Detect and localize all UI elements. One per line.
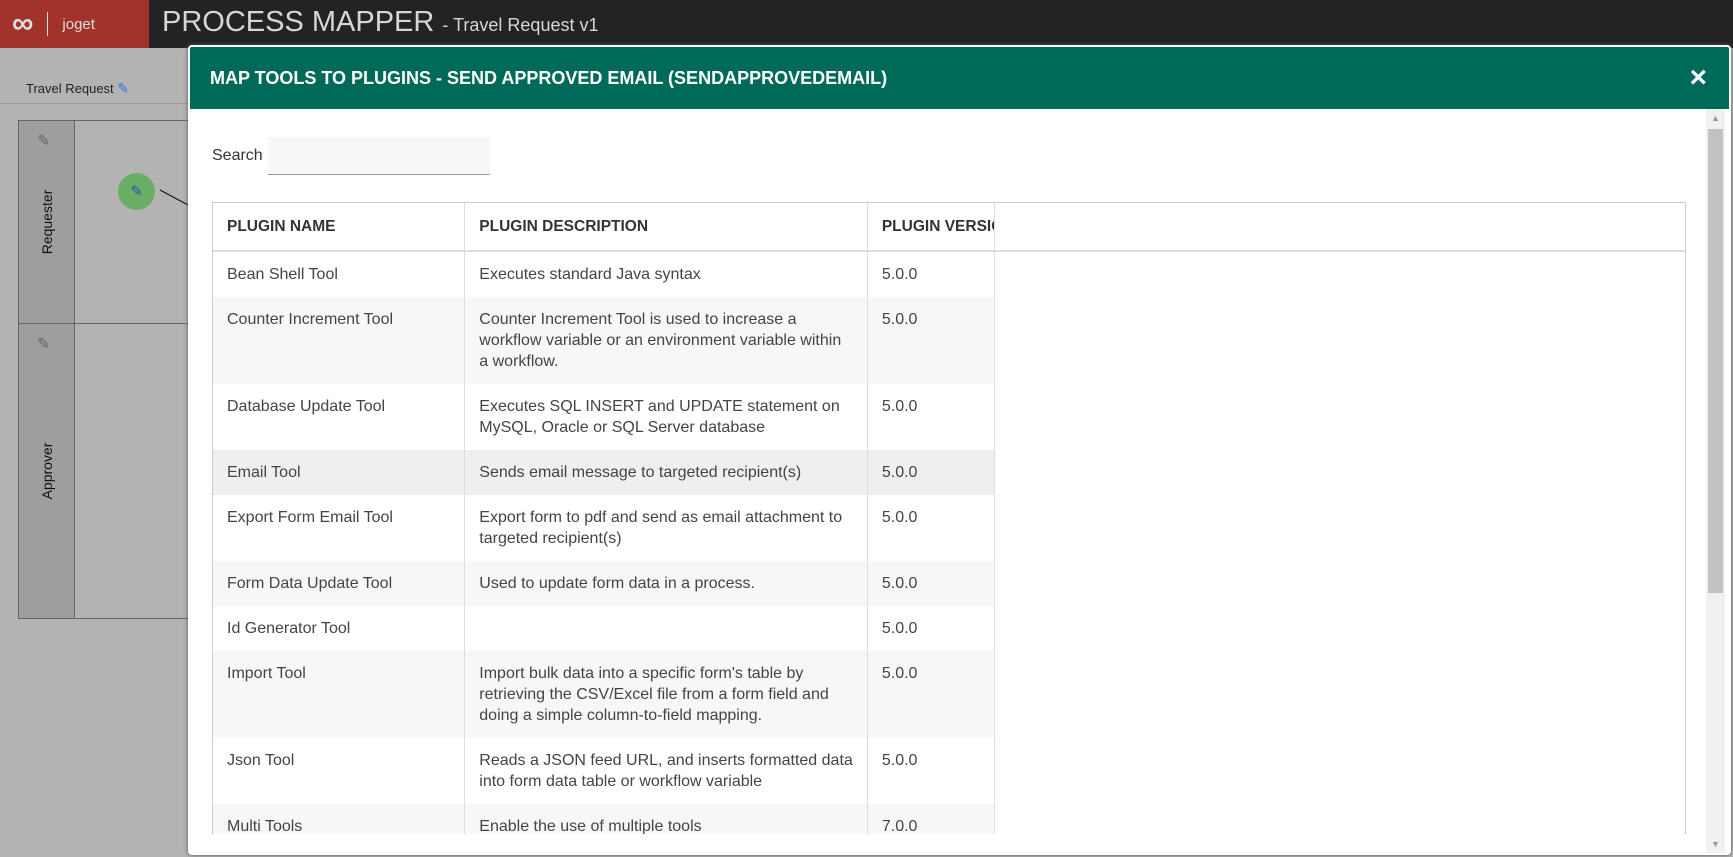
plugin-name-cell[interactable]: Json Tool (213, 738, 466, 804)
plugin-version-cell[interactable]: 5.0.0 (867, 495, 995, 561)
table-header: PLUGIN NAME PLUGIN DESCRIPTION PLUGIN VE… (213, 203, 1685, 252)
lane-name: Requester (38, 189, 55, 255)
start-node[interactable]: ✎ (118, 173, 155, 210)
empty-cell (994, 561, 1685, 606)
table-row[interactable]: Import Tool Import bulk data into a speci… (213, 651, 1685, 738)
plugin-description-cell[interactable]: Export form to pdf and send as email att… (464, 495, 868, 561)
table-row[interactable]: Json Tool Reads a JSON feed URL, and inse… (213, 738, 1685, 804)
lane-name: Approver (38, 442, 55, 500)
table-row[interactable]: Bean Shell Tool Executes standard Java sy… (213, 251, 1685, 297)
plugin-name-cell[interactable]: Database Update Tool (213, 384, 466, 450)
plugin-version-cell[interactable]: 7.0.0 (867, 804, 995, 834)
column-header-version[interactable]: PLUGIN VERSION (867, 203, 995, 252)
close-icon[interactable]: × (1689, 61, 1707, 94)
lane-header: ✎ Requester (19, 121, 75, 323)
scrollbar[interactable]: ▲ ▼ (1706, 109, 1725, 853)
empty-cell (994, 251, 1685, 297)
plugin-version-cell[interactable]: 5.0.0 (867, 450, 995, 495)
plugin-description-cell[interactable]: Import bulk data into a specific form's … (464, 651, 868, 738)
divider (0, 103, 200, 104)
plugin-description-cell[interactable] (464, 606, 868, 651)
plugin-name-cell[interactable]: Multi Tools (213, 804, 466, 834)
top-bar: ∞ joget PROCESS MAPPER - Travel Request … (0, 0, 1733, 48)
column-header-name[interactable]: PLUGIN NAME (213, 203, 466, 252)
plugin-version-cell[interactable]: 5.0.0 (867, 738, 995, 804)
empty-cell (994, 651, 1685, 738)
plugin-name-cell[interactable]: Import Tool (213, 651, 466, 738)
plugin-description-cell[interactable]: Enable the use of multiple tools (464, 804, 868, 834)
empty-cell (994, 297, 1685, 384)
edit-icon[interactable]: ✎ (37, 336, 51, 353)
empty-cell (994, 495, 1685, 561)
edit-icon[interactable]: ✎ (117, 80, 130, 96)
plugin-version-cell[interactable]: 5.0.0 (867, 384, 995, 450)
empty-cell (994, 738, 1685, 804)
logo[interactable]: ∞ joget (0, 0, 149, 48)
app-subtitle: - Travel Request v1 (442, 15, 599, 35)
process-name-text: Travel Request (26, 81, 114, 96)
table-row[interactable]: Email Tool Sends email message to targete… (213, 450, 1685, 495)
plugin-name-cell[interactable]: Bean Shell Tool (213, 251, 466, 297)
column-header-description[interactable]: PLUGIN DESCRIPTION (464, 203, 868, 252)
plugin-name-cell[interactable]: Export Form Email Tool (213, 495, 466, 561)
link-icon: ∞ (12, 7, 34, 40)
plugin-description-cell[interactable]: Reads a JSON feed URL, and inserts forma… (464, 738, 868, 804)
empty-cell (994, 384, 1685, 450)
table-row[interactable]: Form Data Update Tool Used to update form… (213, 561, 1685, 606)
plugin-version-cell[interactable]: 5.0.0 (867, 606, 995, 651)
empty-cell (994, 804, 1685, 834)
search-input[interactable] (267, 137, 490, 175)
plugin-table: PLUGIN NAME PLUGIN DESCRIPTION PLUGIN VE… (212, 202, 1686, 834)
process-name: Travel Request ✎ (26, 80, 129, 97)
edit-icon[interactable]: ✎ (37, 133, 51, 150)
plugin-description-cell[interactable]: Counter Increment Tool is used to increa… (464, 297, 868, 384)
plugin-version-cell[interactable]: 5.0.0 (867, 297, 995, 384)
column-header-empty (994, 203, 1685, 252)
lane-header: ✎ Approver (19, 324, 75, 618)
search-row: Search (212, 137, 490, 175)
app-title: PROCESS MAPPER - Travel Request v1 (162, 6, 598, 39)
plugin-name-cell[interactable]: Form Data Update Tool (213, 561, 466, 606)
scroll-up-icon[interactable]: ▲ (1711, 113, 1720, 123)
edit-icon: ✎ (130, 183, 143, 200)
dialog-title: MAP TOOLS TO PLUGINS - SEND APPROVED EMA… (210, 67, 888, 88)
plugin-description-cell[interactable]: Executes standard Java syntax (464, 251, 868, 297)
map-tools-dialog: MAP TOOLS TO PLUGINS - SEND APPROVED EMA… (188, 45, 1731, 855)
lane-requester[interactable]: ✎ Requester (18, 120, 218, 324)
divider (47, 12, 49, 36)
scrollbar-thumb[interactable] (1708, 129, 1723, 593)
scroll-down-icon[interactable]: ▼ (1711, 839, 1720, 849)
plugin-name-cell[interactable]: Id Generator Tool (213, 606, 466, 651)
empty-cell (994, 606, 1685, 651)
app-title-text: PROCESS MAPPER (162, 6, 435, 38)
table-row[interactable]: Multi Tools Enable the use of multiple to… (213, 804, 1685, 834)
table-row[interactable]: Database Update Tool Executes SQL INSERT … (213, 384, 1685, 450)
connector-line (160, 189, 191, 207)
table-row[interactable]: Counter Increment Tool Counter Increment … (213, 297, 1685, 384)
plugin-description-cell[interactable]: Sends email message to targeted recipien… (464, 450, 868, 495)
table-row[interactable]: Id Generator Tool 5.0.0 (213, 606, 1685, 651)
plugin-description-cell[interactable]: Executes SQL INSERT and UPDATE statement… (464, 384, 868, 450)
plugin-version-cell[interactable]: 5.0.0 (867, 651, 995, 738)
lane-approver[interactable]: ✎ Approver (18, 323, 218, 619)
empty-cell (994, 450, 1685, 495)
plugin-description-cell[interactable]: Used to update form data in a process. (464, 561, 868, 606)
plugin-version-cell[interactable]: 5.0.0 (867, 561, 995, 606)
table-row[interactable]: Export Form Email Tool Export form to pdf… (213, 495, 1685, 561)
dialog-header: MAP TOOLS TO PLUGINS - SEND APPROVED EMA… (190, 47, 1729, 109)
plugin-version-cell[interactable]: 5.0.0 (867, 251, 995, 297)
plugin-name-cell[interactable]: Counter Increment Tool (213, 297, 466, 384)
search-label: Search (212, 147, 263, 164)
plugin-name-cell[interactable]: Email Tool (213, 450, 466, 495)
joget-logo: joget (62, 15, 95, 33)
